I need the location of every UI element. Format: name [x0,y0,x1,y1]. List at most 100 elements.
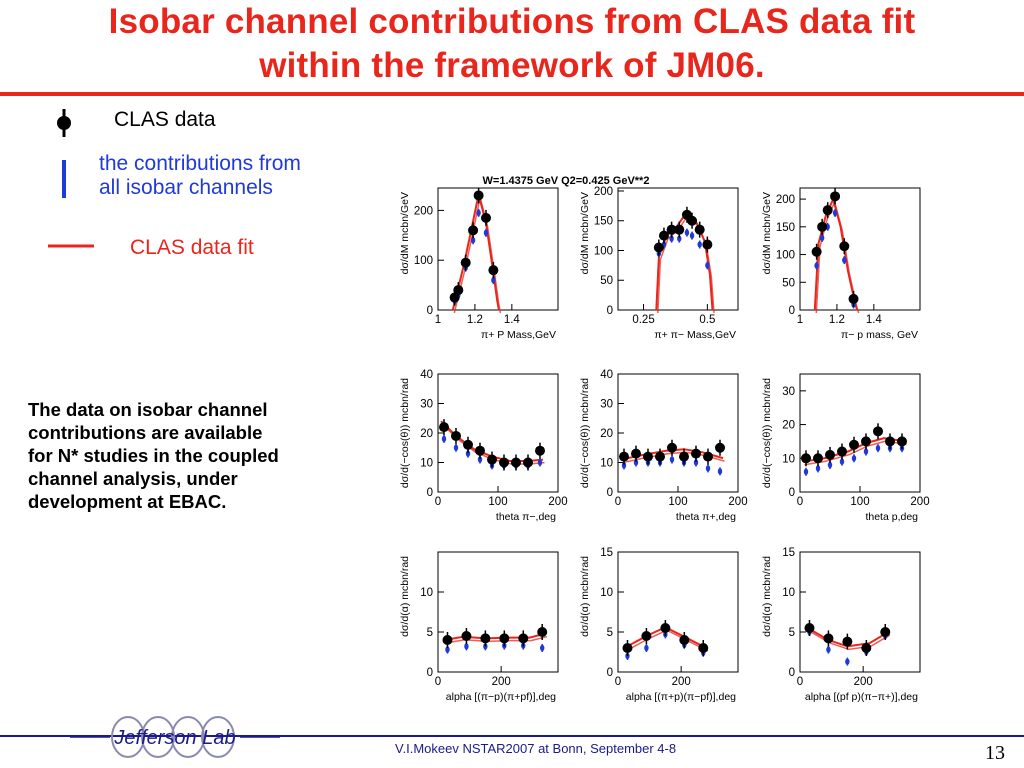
x-tick-label: 200 [854,676,873,688]
contrib-point [705,262,710,269]
panel-title: W=1.4375 GeV Q2=0.425 GeV**2 [483,175,650,187]
y-tick-label: 0 [789,487,795,499]
data-point [499,457,509,468]
data-point [499,633,510,644]
title-rule [0,92,1024,96]
contrib-point [445,646,450,653]
data-point [830,191,841,202]
x-tick-label: 100 [668,496,687,508]
fit-curve-band [445,635,548,644]
contrib-point [483,229,489,237]
y-tick-label: 50 [782,277,795,289]
chart-panel: 0 10 20 30 40 0 100 200 theta π−,deg dσ/d(−cos(θ)… [399,369,568,523]
data-point [658,230,669,241]
fit-curve-band [807,629,891,651]
y-tick-label: 200 [594,186,613,198]
x-tick-label: 200 [492,676,511,688]
legend-contrib-label: the contributions from all isobar channe… [99,152,301,200]
legend-data-marker-icon [57,109,71,137]
data-point [691,448,701,459]
y-tick-label: 10 [782,587,795,599]
x-tick-label: 0.5 [699,314,715,326]
contrib-point [875,444,881,452]
data-point [523,457,533,468]
data-point [822,205,833,216]
contrib-point [477,456,483,463]
x-tick-label: 0 [435,496,441,508]
contrib-point [540,644,545,652]
data-point [694,224,705,235]
y-axis-label: dσ/d(α) mcbn/rad [399,556,411,637]
y-tick-label: 0 [789,305,795,317]
contrib-point [705,465,711,472]
plot-frame [799,373,921,493]
y-axis-label: dσ/d(−cos(θ)) mcbn/rad [399,378,411,488]
x-axis-label: alpha [(pf p)(π−π+)],deg [805,691,918,703]
x-tick-label: 100 [488,496,507,508]
contrib-point [863,448,869,455]
data-point [885,436,895,447]
x-tick-label: 200 [548,496,567,508]
y-tick-label: 0 [789,667,795,679]
contrib-point [644,644,649,652]
y-tick-label: 20 [420,428,433,440]
contrib-point [693,459,699,466]
y-tick-label: 200 [776,194,795,206]
contrib-point [453,444,459,451]
contrib-point [819,234,825,242]
chart-panel: 0 5 10 0 200 alpha [(π−p)(π+pf)],deg dσ/d(α) m… [399,551,559,703]
data-point [473,190,484,201]
data-point [622,643,633,653]
slide-title: Isobar channel contributions from CLAS d… [0,0,1024,88]
x-axis-label: alpha [(π−p)(π+pf)],deg [446,691,556,703]
chart-panel: 0 10 20 30 0 100 200 theta p,deg dσ/d(−cos(θ)) m… [761,373,930,523]
contrib-point [669,235,674,242]
legend-contrib-label-line-1: the contributions from [99,152,301,175]
y-axis-label: dσ/d(−cos(θ)) mcbn/rad [579,378,591,488]
contrib-point [465,450,471,457]
data-point [487,454,497,465]
data-point [687,215,698,226]
data-point [848,293,859,304]
data-point [823,633,834,644]
data-point [861,643,872,653]
x-tick-label: 0 [615,676,621,688]
data-point [488,265,499,276]
y-tick-label: 10 [420,458,433,470]
x-axis-label: theta π+,deg [676,511,736,523]
legend-contrib-marker-icon [62,160,66,198]
y-tick-label: 0 [427,487,433,499]
contrib-point [832,209,838,217]
contrib-point [677,235,682,242]
y-axis-label: dσ/dM mcbn/GeV [579,192,591,274]
y-tick-label: 30 [782,386,795,398]
data-point [861,436,871,447]
data-point [631,448,641,459]
x-tick-label: 1 [435,314,441,326]
x-tick-label: 0.25 [632,314,654,326]
contrib-point [845,658,850,665]
fit-curve [444,632,546,641]
footer-rule [0,735,1024,737]
y-tick-label: 0 [607,487,613,499]
legend-contrib-label-line-2: all isobar channels [99,176,273,199]
data-point [511,457,521,468]
x-tick-label: 1 [797,314,803,326]
data-point [849,439,859,450]
x-axis-label: theta π−,deg [496,511,556,523]
data-point [653,242,664,253]
contrib-point [814,262,819,269]
data-point [703,451,713,462]
plot-frame [617,187,739,311]
x-tick-label: 0 [615,496,621,508]
contrib-point [842,256,847,264]
y-tick-label: 50 [600,275,613,287]
contrib-point [827,461,833,469]
plot-frame [617,551,739,673]
x-tick-label: 1.2 [467,314,483,326]
contrib-point [491,276,496,284]
note-text: The data on isobar channel contributions… [28,399,279,512]
legend-data-label: CLAS data [114,108,216,131]
chart-panel: 0 5 10 15 0 200 alpha [(pf p)(π−π+)],deg dσ/d(α… [761,547,921,703]
